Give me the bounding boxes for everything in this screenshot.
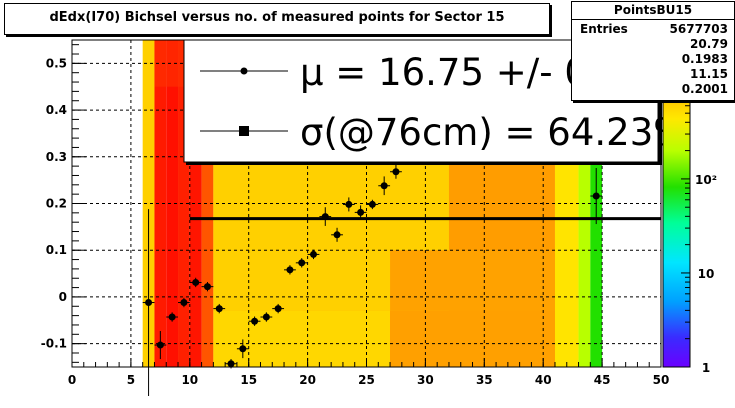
data-point <box>592 192 600 200</box>
data-point <box>321 213 329 221</box>
heatmap-column <box>178 40 190 367</box>
x-tick-label: 0 <box>68 373 76 387</box>
data-point <box>168 313 176 321</box>
stats-row-value: 5677703 <box>669 22 728 36</box>
x-tick-label: 45 <box>594 373 611 387</box>
data-point <box>298 259 306 267</box>
heatmap-band <box>390 250 555 311</box>
legend-marker <box>239 126 249 136</box>
data-point <box>286 266 294 274</box>
x-tick-label: 15 <box>240 373 257 387</box>
data-point <box>251 317 259 325</box>
x-tick-label: 30 <box>417 373 434 387</box>
title-box: dEdx(I70) Bichsel versus no. of measured… <box>4 3 550 35</box>
x-tick-label: 10 <box>181 373 198 387</box>
chart-title: dEdx(I70) Bichsel versus no. of measured… <box>49 10 505 25</box>
heatmap-column <box>201 40 214 367</box>
colorbar-tick-label: 10² <box>695 173 717 187</box>
x-tick-label: 5 <box>127 373 135 387</box>
stats-row-label: Entries <box>580 22 628 36</box>
colorbar-tick-label: 10 <box>698 267 715 281</box>
data-point <box>239 345 247 353</box>
data-point <box>333 231 341 239</box>
stats-row-value: 0.2001 <box>681 82 728 96</box>
stats-row: 20.79 <box>580 37 728 52</box>
stats-row-value: 0.1983 <box>681 52 728 66</box>
data-point <box>274 305 282 313</box>
x-tick-label: 20 <box>299 373 316 387</box>
data-point <box>380 182 388 190</box>
legend-shadow <box>186 162 662 165</box>
heatmap-band <box>213 310 391 367</box>
data-point <box>215 305 223 313</box>
data-point <box>368 200 376 208</box>
data-point <box>227 360 235 368</box>
plot-area: 0 5 10 15 20 25 30 35 40 45 50 -0.1 0 0.1 0.2 0.3 0.4 0.5… <box>41 39 717 396</box>
data-point <box>392 168 400 176</box>
data-point <box>203 283 211 291</box>
data-point <box>180 299 188 307</box>
data-point <box>357 208 365 216</box>
x-tick-label: 25 <box>358 373 375 387</box>
y-tick-label: 0.3 <box>46 150 67 164</box>
x-tick-label: 50 <box>653 373 670 387</box>
y-tick-label: 0.2 <box>46 197 67 211</box>
y-tick-label: -0.1 <box>41 337 67 351</box>
heatmap-column <box>166 40 179 367</box>
y-tick-label: 0 <box>59 290 67 304</box>
stats-row: Entries 5677703 <box>580 22 728 37</box>
y-tick-label: 0.4 <box>46 103 67 117</box>
stats-row: 11.15 <box>580 67 728 82</box>
heatmap-column <box>154 40 167 367</box>
data-point <box>156 341 164 349</box>
y-tick-label: 0.1 <box>46 243 67 257</box>
colorbar-tick-label: 1 <box>702 361 710 375</box>
legend: μ = 16.75 +/- 0.25 %σ(@76cm) = 64.23% <box>183 39 694 165</box>
legend-marker <box>240 67 248 75</box>
data-point <box>262 313 270 321</box>
stats-row: 0.1983 <box>580 52 728 67</box>
stats-title: PointsBU15 <box>572 2 734 20</box>
heatmap-band <box>390 310 555 367</box>
x-tick-label: 35 <box>476 373 493 387</box>
stats-box: PointsBU15 Entries 5677703 20.79 0.1983 … <box>571 1 735 101</box>
x-tick-label: 40 <box>535 373 552 387</box>
data-point <box>309 250 317 258</box>
data-point <box>345 200 353 208</box>
stats-row-value: 11.15 <box>690 67 728 81</box>
stats-row: 0.2001 <box>580 82 728 97</box>
heatmap-column <box>189 40 202 367</box>
stats-row-value: 20.79 <box>690 37 728 51</box>
legend-label: σ(@76cm) = 64.23% <box>300 111 688 154</box>
heatmap-column <box>142 40 155 367</box>
y-tick-label: 0.5 <box>46 56 67 70</box>
data-point <box>192 278 200 286</box>
legend-shadow <box>658 42 662 164</box>
data-point <box>145 299 153 307</box>
